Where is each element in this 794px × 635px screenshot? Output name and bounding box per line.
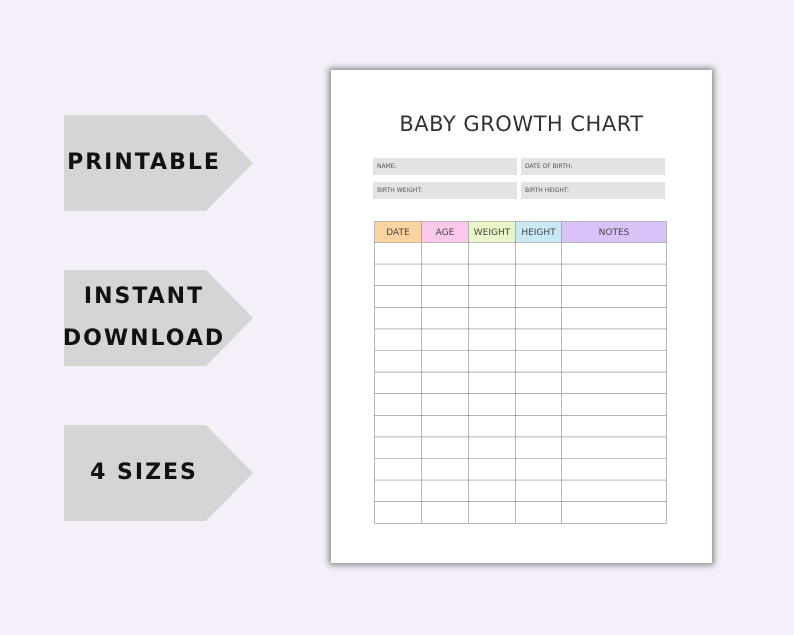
header-cell <box>561 221 667 243</box>
tag-shape <box>64 115 253 211</box>
column-header: NOTES <box>599 228 630 238</box>
column-header: WEIGHT <box>474 228 511 238</box>
feature-tag: 4 SIZES <box>64 425 254 521</box>
form-field: BIRTH HEIGHT: <box>521 182 665 199</box>
column-header: AGE <box>436 228 455 238</box>
tag-label: INSTANT <box>83 284 205 309</box>
form-field: NAME: <box>373 158 517 175</box>
column-header: DATE <box>386 228 410 238</box>
feature-tag: INSTANT DOWNLOAD <box>62 270 254 366</box>
form-field: BIRTH WEIGHT: <box>373 182 517 199</box>
feature-tag: PRINTABLE <box>64 115 254 211</box>
tag-shape <box>64 425 253 521</box>
tag-label: PRINTABLE <box>67 150 221 175</box>
tag-label: 4 SIZES <box>90 460 198 485</box>
tag-shape <box>64 270 253 366</box>
document-title: BABY GROWTH CHART <box>399 112 644 136</box>
growth-table: DATE AGE WEIGHT HEIGHT NOTES <box>374 221 667 524</box>
column-header: HEIGHT <box>521 228 556 238</box>
form-field: DATE OF BIRTH: <box>521 158 665 175</box>
document-page: BABY GROWTH CHART NAME: DATE OF BIRTH: B… <box>331 70 712 563</box>
tag-label: DOWNLOAD <box>62 326 226 351</box>
